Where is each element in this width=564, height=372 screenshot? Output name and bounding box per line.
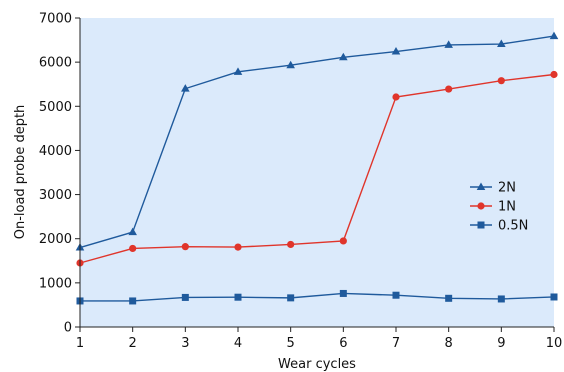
data-point-0-5n xyxy=(550,293,558,301)
y-tick-label: 1000 xyxy=(39,276,72,291)
legend-label-1n: 1N xyxy=(498,200,516,215)
data-point-0-5n xyxy=(287,294,295,302)
series-line-0-5n xyxy=(80,292,555,302)
data-point-1n xyxy=(497,77,505,85)
data-point-2n xyxy=(497,39,506,48)
series-line-1n xyxy=(79,73,555,264)
data-point-0-5n xyxy=(392,291,400,299)
series-line-2n xyxy=(79,35,555,249)
data-point-0-5n xyxy=(129,297,137,305)
x-tick-label: 2 xyxy=(129,336,137,351)
y-tick-label: 4000 xyxy=(39,144,72,159)
data-point-1n xyxy=(339,237,347,245)
data-point-2n xyxy=(549,31,559,40)
plot-background xyxy=(80,18,554,327)
legend-label-2n: 2N xyxy=(498,181,516,196)
x-axis-ticks: 1 2 3 4 5 6 7 8 9 10 xyxy=(76,327,562,351)
data-point-2n xyxy=(233,67,243,75)
legend: 2N 1N 0.5N xyxy=(470,181,528,234)
legend-marker-0-5n xyxy=(477,221,485,229)
data-point-2n xyxy=(444,40,453,48)
legend-marker-1n xyxy=(477,202,485,210)
y-axis-title: On-load probe depth xyxy=(13,105,28,240)
y-tick-label: 2000 xyxy=(39,232,72,247)
y-tick-label: 7000 xyxy=(39,12,72,27)
data-point-1n xyxy=(287,240,295,249)
x-tick-label: 1 xyxy=(76,336,84,351)
data-point-2n xyxy=(286,60,295,69)
data-point-1n xyxy=(550,70,558,79)
y-tick-label: 6000 xyxy=(39,56,72,71)
legend-label-0-5n: 0.5N xyxy=(498,219,528,234)
data-point-0-5n xyxy=(497,295,505,303)
x-tick-label: 3 xyxy=(181,336,189,351)
data-point-1n xyxy=(445,85,453,93)
data-point-0-5n xyxy=(234,293,242,301)
y-tick-label: 3000 xyxy=(39,188,72,203)
data-point-2n xyxy=(128,227,137,236)
data-point-0-5n xyxy=(445,294,453,302)
x-tick-label: 9 xyxy=(497,336,505,351)
series-layer xyxy=(75,31,559,305)
y-axis-ticks: 0 1000 2000 3000 4000 5000 6000 7000 xyxy=(39,12,80,336)
data-point-0-5n xyxy=(181,293,189,301)
x-axis-title: Wear cycles xyxy=(278,357,356,372)
data-point-2n xyxy=(181,84,190,92)
data-point-1n xyxy=(129,244,137,253)
x-tick-label: 10 xyxy=(546,336,563,351)
y-tick-label: 0 xyxy=(64,321,72,336)
x-tick-label: 5 xyxy=(287,336,295,351)
x-tick-label: 8 xyxy=(445,336,453,351)
data-point-0-5n xyxy=(339,289,347,297)
data-point-1n xyxy=(181,243,189,251)
y-tick-label: 5000 xyxy=(39,100,72,115)
legend-marker-2n xyxy=(476,182,486,190)
x-tick-label: 4 xyxy=(234,336,242,351)
data-point-2n xyxy=(339,52,348,61)
data-point-1n xyxy=(392,93,400,101)
data-point-2n xyxy=(391,47,401,55)
x-tick-label: 7 xyxy=(392,336,400,351)
data-point-1n xyxy=(234,243,242,251)
x-tick-label: 6 xyxy=(339,336,347,351)
